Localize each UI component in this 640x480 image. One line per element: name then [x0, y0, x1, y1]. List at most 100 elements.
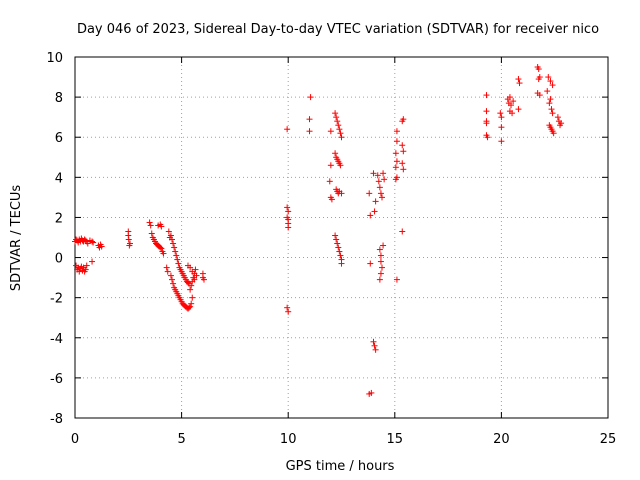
data-point — [484, 134, 491, 141]
x-tick-label: 5 — [177, 432, 185, 447]
data-point — [549, 110, 556, 117]
data-point — [83, 262, 90, 269]
data-point — [326, 178, 333, 185]
data-point — [392, 150, 399, 157]
data-point — [284, 126, 291, 133]
data-point — [306, 116, 313, 123]
data-point — [548, 106, 555, 113]
data-point — [377, 190, 384, 197]
y-tick-label: 10 — [46, 51, 63, 66]
data-point — [367, 260, 374, 267]
data-point — [366, 190, 373, 197]
data-point — [545, 74, 552, 81]
data-point — [376, 276, 383, 283]
data-point — [334, 240, 341, 247]
data-point — [546, 100, 553, 107]
data-point — [84, 240, 91, 247]
data-point — [147, 222, 154, 229]
y-tick-labels: -8 -6 -4 -2 0 2 4 6 8 10 — [46, 51, 63, 427]
data-point — [498, 124, 505, 131]
data-point — [193, 272, 200, 279]
y-axis-label: SDTVAR / TECUs — [9, 185, 24, 292]
data-point — [172, 248, 179, 255]
data-point — [89, 258, 96, 265]
data-point — [399, 160, 406, 167]
data-point — [332, 150, 339, 157]
data-point — [535, 66, 542, 73]
data-point — [334, 118, 341, 125]
data-point — [335, 122, 342, 129]
y-tick-label: -4 — [50, 332, 63, 347]
data-point — [188, 300, 195, 307]
data-point — [167, 272, 174, 279]
data-point — [338, 260, 345, 267]
x-tick-label: 10 — [280, 432, 297, 447]
data-point — [98, 243, 105, 250]
y-tick-label: 2 — [55, 211, 63, 226]
data-point — [380, 242, 387, 249]
data-point — [328, 196, 335, 203]
data-point — [379, 194, 386, 201]
data-point — [167, 232, 174, 239]
data-point — [285, 208, 292, 215]
data-point — [377, 270, 384, 277]
y-tick-label: 8 — [55, 91, 63, 106]
data-point — [393, 276, 400, 283]
data-point — [125, 236, 132, 243]
data-point — [400, 116, 407, 123]
y-tick-label: 0 — [55, 252, 63, 267]
data-point — [536, 92, 543, 99]
data-point — [192, 266, 199, 273]
data-point — [285, 224, 292, 231]
data-point — [483, 92, 490, 99]
data-point — [184, 262, 191, 269]
data-point — [399, 142, 406, 149]
data-point — [306, 128, 313, 135]
data-point — [375, 178, 382, 185]
data-point — [284, 304, 291, 311]
data-point — [160, 250, 167, 257]
data-point — [516, 80, 523, 87]
data-point — [327, 128, 334, 135]
x-axis-label: GPS time / hours — [286, 459, 395, 474]
data-point — [165, 228, 172, 235]
data-point — [483, 108, 490, 115]
data-point — [158, 245, 165, 252]
data-point — [509, 110, 516, 117]
data-point — [336, 126, 343, 133]
data-point — [188, 282, 195, 289]
plot-frame — [74, 56, 609, 419]
data-point — [186, 304, 193, 311]
data-point — [187, 286, 194, 293]
data-point — [187, 303, 194, 310]
data-point — [169, 236, 176, 243]
data-point — [372, 346, 379, 353]
data-point — [76, 268, 83, 275]
data-point — [376, 246, 383, 253]
data-point — [175, 260, 182, 267]
x-tick-label: 0 — [71, 432, 79, 447]
data-point — [547, 96, 554, 103]
data-point — [191, 276, 198, 283]
x-tick-labels: 0 5 10 15 20 25 — [71, 432, 616, 447]
data-point — [127, 240, 134, 247]
data-point — [374, 172, 381, 179]
data-point — [307, 94, 314, 101]
data-point — [393, 138, 400, 145]
data-point — [393, 128, 400, 135]
data-point — [379, 264, 386, 271]
data-point — [507, 102, 514, 109]
data-point — [558, 120, 565, 127]
y-tick-label: -2 — [50, 292, 63, 307]
data-point — [189, 268, 196, 275]
data-point — [189, 294, 196, 301]
data-point — [498, 138, 505, 145]
data-point — [510, 98, 517, 105]
data-point — [377, 258, 384, 265]
data-point — [370, 338, 377, 345]
data-point — [337, 130, 344, 137]
data-point — [337, 162, 344, 169]
data-point — [82, 266, 89, 273]
data-point — [170, 280, 177, 287]
